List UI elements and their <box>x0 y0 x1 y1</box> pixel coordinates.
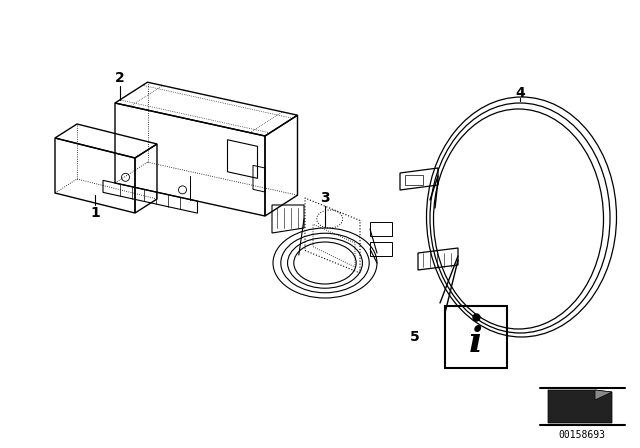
Text: 00158693: 00158693 <box>559 430 605 440</box>
Bar <box>370 222 392 236</box>
Text: 4: 4 <box>515 86 525 100</box>
Text: 3: 3 <box>320 191 330 205</box>
Bar <box>445 306 507 368</box>
Polygon shape <box>548 390 612 423</box>
Bar <box>405 175 423 185</box>
Polygon shape <box>595 390 612 400</box>
Text: 5: 5 <box>410 330 420 344</box>
Text: i: i <box>469 325 483 359</box>
Text: 2: 2 <box>115 71 125 85</box>
Text: 1: 1 <box>90 206 100 220</box>
Bar <box>370 242 392 256</box>
